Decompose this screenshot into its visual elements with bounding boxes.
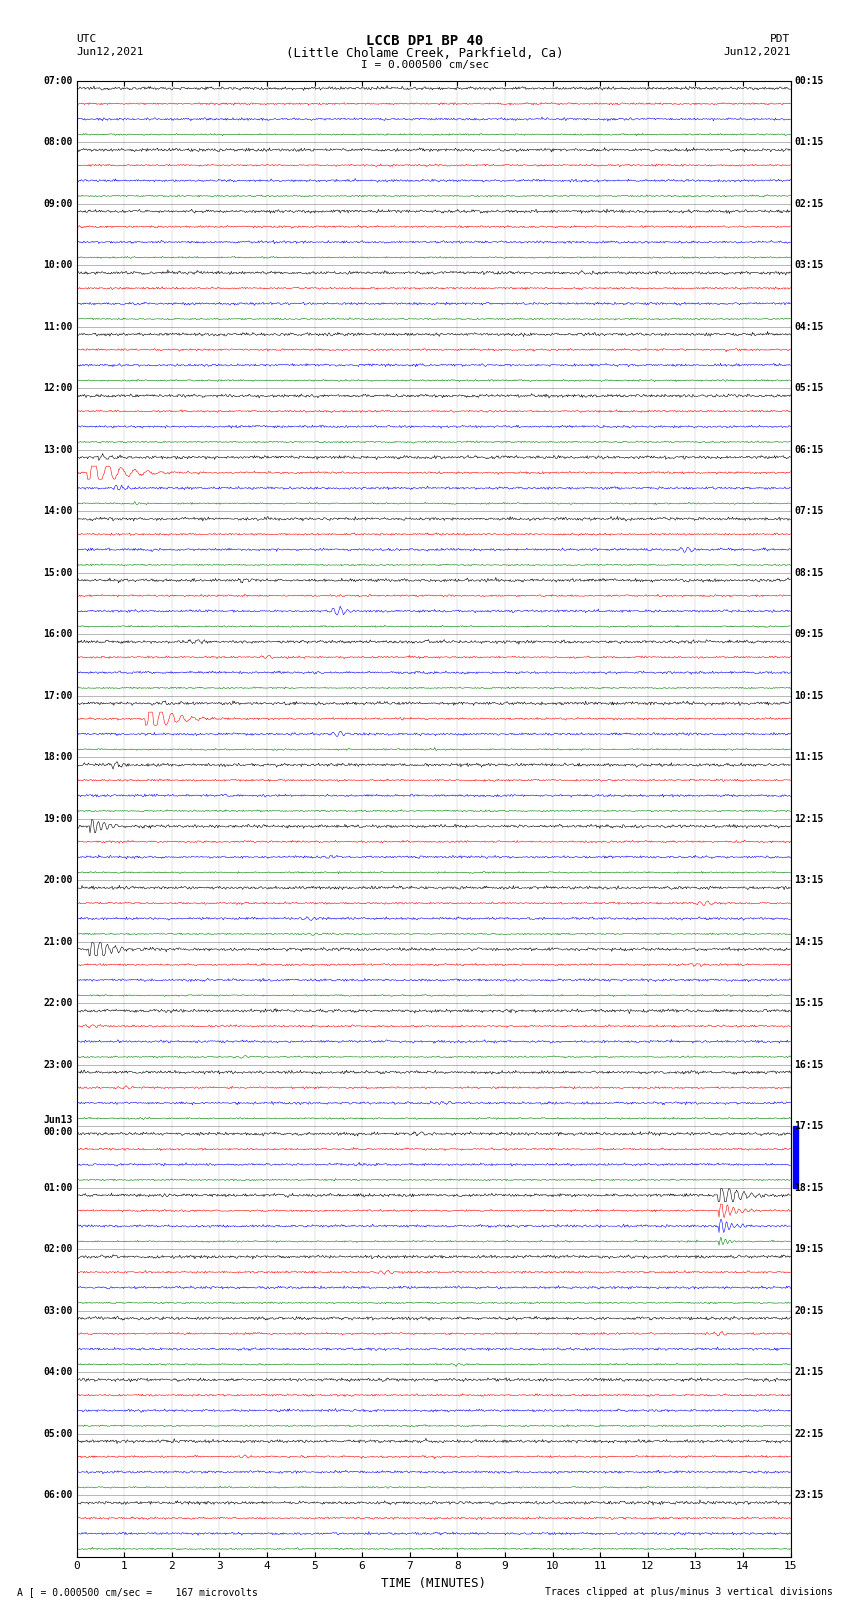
- Text: 22:00: 22:00: [43, 998, 73, 1008]
- Text: 17:00: 17:00: [43, 690, 73, 700]
- Text: 03:15: 03:15: [794, 260, 824, 269]
- Text: 23:15: 23:15: [794, 1490, 824, 1500]
- Text: 17:15: 17:15: [794, 1121, 824, 1131]
- Text: 10:15: 10:15: [794, 690, 824, 700]
- Text: Jun12,2021: Jun12,2021: [76, 47, 144, 56]
- X-axis label: TIME (MINUTES): TIME (MINUTES): [381, 1578, 486, 1590]
- Text: 06:00: 06:00: [43, 1490, 73, 1500]
- Text: 08:15: 08:15: [794, 568, 824, 577]
- Text: LCCB DP1 BP 40: LCCB DP1 BP 40: [366, 34, 484, 48]
- Text: 04:00: 04:00: [43, 1368, 73, 1378]
- Text: 22:15: 22:15: [794, 1429, 824, 1439]
- Text: 16:15: 16:15: [794, 1060, 824, 1069]
- Text: 23:00: 23:00: [43, 1060, 73, 1069]
- Text: 12:00: 12:00: [43, 384, 73, 394]
- Text: I = 0.000500 cm/sec: I = 0.000500 cm/sec: [361, 60, 489, 69]
- Text: 05:00: 05:00: [43, 1429, 73, 1439]
- Text: 15:15: 15:15: [794, 998, 824, 1008]
- Text: 05:15: 05:15: [794, 384, 824, 394]
- Text: 11:00: 11:00: [43, 321, 73, 332]
- Text: 00:15: 00:15: [794, 76, 824, 85]
- Text: 20:00: 20:00: [43, 876, 73, 886]
- Text: 21:15: 21:15: [794, 1368, 824, 1378]
- Text: 02:15: 02:15: [794, 198, 824, 208]
- Text: 07:00: 07:00: [43, 76, 73, 85]
- Text: 14:00: 14:00: [43, 506, 73, 516]
- Text: 15:00: 15:00: [43, 568, 73, 577]
- Text: Jun12,2021: Jun12,2021: [723, 47, 791, 56]
- Text: Jun13
00:00: Jun13 00:00: [43, 1115, 73, 1137]
- Text: 10:00: 10:00: [43, 260, 73, 269]
- Text: 09:00: 09:00: [43, 198, 73, 208]
- Text: 18:00: 18:00: [43, 752, 73, 761]
- Text: 21:00: 21:00: [43, 937, 73, 947]
- Text: 20:15: 20:15: [794, 1305, 824, 1316]
- Text: 19:00: 19:00: [43, 813, 73, 824]
- Text: 13:15: 13:15: [794, 876, 824, 886]
- Text: 07:15: 07:15: [794, 506, 824, 516]
- Text: 04:15: 04:15: [794, 321, 824, 332]
- Text: 19:15: 19:15: [794, 1244, 824, 1253]
- Text: 03:00: 03:00: [43, 1305, 73, 1316]
- Text: 11:15: 11:15: [794, 752, 824, 761]
- Text: PDT: PDT: [770, 34, 790, 44]
- Text: Traces clipped at plus/minus 3 vertical divisions: Traces clipped at plus/minus 3 vertical …: [545, 1587, 833, 1597]
- Text: 18:15: 18:15: [794, 1182, 824, 1192]
- Text: (Little Cholame Creek, Parkfield, Ca): (Little Cholame Creek, Parkfield, Ca): [286, 47, 564, 60]
- Text: 09:15: 09:15: [794, 629, 824, 639]
- Text: UTC: UTC: [76, 34, 97, 44]
- Text: 13:00: 13:00: [43, 445, 73, 455]
- Text: 02:00: 02:00: [43, 1244, 73, 1253]
- Text: 06:15: 06:15: [794, 445, 824, 455]
- Text: 14:15: 14:15: [794, 937, 824, 947]
- Text: 01:00: 01:00: [43, 1182, 73, 1192]
- Text: 08:00: 08:00: [43, 137, 73, 147]
- Bar: [793, 1126, 798, 1187]
- Text: 01:15: 01:15: [794, 137, 824, 147]
- Text: A [ = 0.000500 cm/sec =    167 microvolts: A [ = 0.000500 cm/sec = 167 microvolts: [17, 1587, 258, 1597]
- Text: 16:00: 16:00: [43, 629, 73, 639]
- Text: 12:15: 12:15: [794, 813, 824, 824]
